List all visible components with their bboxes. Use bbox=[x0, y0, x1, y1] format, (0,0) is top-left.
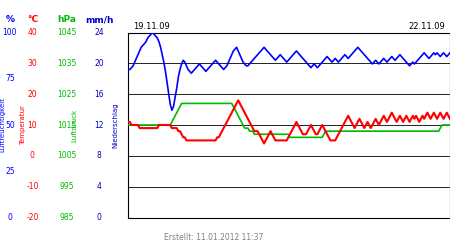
Text: 0: 0 bbox=[8, 213, 12, 222]
Text: 995: 995 bbox=[59, 182, 74, 191]
Text: 1035: 1035 bbox=[57, 59, 76, 68]
Text: 25: 25 bbox=[5, 167, 15, 176]
Text: °C: °C bbox=[27, 16, 38, 24]
Text: Niederschlag: Niederschlag bbox=[112, 102, 119, 148]
Text: mm/h: mm/h bbox=[85, 16, 113, 24]
Text: 24: 24 bbox=[94, 28, 104, 37]
Text: Luftdruck: Luftdruck bbox=[71, 108, 77, 142]
Text: 19.11.09: 19.11.09 bbox=[133, 22, 170, 31]
Text: -20: -20 bbox=[26, 213, 39, 222]
Text: 50: 50 bbox=[5, 120, 15, 130]
Text: 40: 40 bbox=[27, 28, 37, 37]
Text: 8: 8 bbox=[97, 151, 101, 160]
Text: Luftfeuchtigkeit: Luftfeuchtigkeit bbox=[0, 98, 6, 152]
Text: 22.11.09: 22.11.09 bbox=[409, 22, 446, 31]
Text: 1005: 1005 bbox=[57, 151, 76, 160]
Text: 100: 100 bbox=[3, 28, 17, 37]
Text: 985: 985 bbox=[59, 213, 74, 222]
Text: 4: 4 bbox=[97, 182, 101, 191]
Text: Erstellt: 11.01.2012 11:37: Erstellt: 11.01.2012 11:37 bbox=[164, 232, 264, 241]
Text: 30: 30 bbox=[27, 59, 37, 68]
Text: 12: 12 bbox=[94, 120, 104, 130]
Text: 0: 0 bbox=[97, 213, 101, 222]
Text: 16: 16 bbox=[94, 90, 104, 99]
Text: %: % bbox=[5, 16, 14, 24]
Text: 1025: 1025 bbox=[57, 90, 76, 99]
Text: -10: -10 bbox=[26, 182, 39, 191]
Text: 1015: 1015 bbox=[57, 120, 76, 130]
Text: 75: 75 bbox=[5, 74, 15, 83]
Text: 20: 20 bbox=[94, 59, 104, 68]
Text: Temperatur: Temperatur bbox=[20, 105, 27, 145]
Text: 10: 10 bbox=[27, 120, 37, 130]
Text: 20: 20 bbox=[27, 90, 37, 99]
Text: 1045: 1045 bbox=[57, 28, 76, 37]
Text: hPa: hPa bbox=[57, 16, 76, 24]
Text: 0: 0 bbox=[30, 151, 35, 160]
